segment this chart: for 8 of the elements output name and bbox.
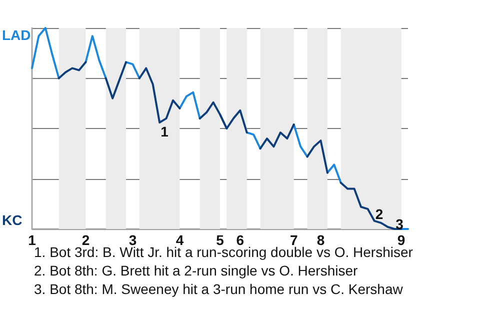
annotation: 3 [396,216,404,232]
annotation: 1 [160,124,169,140]
annotation: 2 [375,206,384,222]
text: KC [2,212,22,228]
text: 3. Bot 8th: M. Sweeney hit a 3-run home run vs C. Kershaw [34,281,404,297]
text: LAD [2,27,31,43]
x-tick-label: 1 [28,232,36,248]
text: 2. Bot 8th: G. Brett hit a 2-run single vs O. Hershiser [34,262,358,278]
